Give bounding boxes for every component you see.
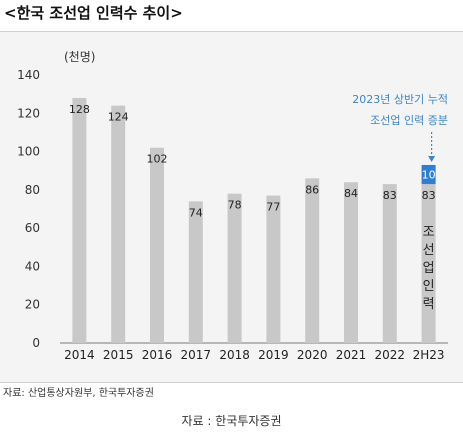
vertical-label-char: 조 bbox=[423, 225, 435, 240]
y-tick-label: 20 bbox=[25, 298, 40, 312]
chart-source-note: 자료: 산업통상자원부, 한국투자증권 bbox=[3, 388, 154, 399]
x-tick-label-2014: 2014 bbox=[64, 348, 95, 362]
data-label-2014: 128 bbox=[69, 103, 90, 116]
y-tick-label: 0 bbox=[32, 336, 40, 350]
x-tick-label-2021: 2021 bbox=[336, 348, 367, 362]
bar-2019 bbox=[266, 195, 281, 343]
vertical-label-char: 인 bbox=[423, 279, 435, 294]
vertical-label-char: 선 bbox=[423, 243, 435, 258]
bar-2015 bbox=[111, 105, 126, 343]
y-tick-label: 60 bbox=[25, 221, 40, 235]
y-tick-label: 100 bbox=[17, 145, 40, 159]
y-tick-label: 120 bbox=[17, 106, 40, 120]
vertical-label-char: 업 bbox=[423, 261, 435, 276]
x-tick-label-2022: 2022 bbox=[375, 348, 406, 362]
data-label-2018: 78 bbox=[228, 199, 242, 212]
source-caption: 자료 : 한국투자증권 bbox=[181, 414, 282, 428]
y-tick-label: 80 bbox=[25, 183, 40, 197]
y-tick-label: 40 bbox=[25, 259, 40, 273]
y-tick-label: 140 bbox=[17, 68, 40, 82]
bar-2021 bbox=[344, 182, 358, 343]
bar-2022 bbox=[382, 184, 397, 343]
x-tick-label-2015: 2015 bbox=[103, 348, 134, 362]
annotation-arrowhead bbox=[428, 155, 436, 162]
x-tick-label-2016: 2016 bbox=[142, 348, 173, 362]
data-label-2019: 77 bbox=[266, 201, 280, 214]
vertical-label-char: 력 bbox=[423, 297, 435, 312]
data-label-2016: 102 bbox=[147, 153, 168, 166]
bar-2017 bbox=[188, 201, 203, 343]
data-label-2020: 86 bbox=[305, 183, 319, 196]
x-tick-label-2018: 2018 bbox=[219, 348, 250, 362]
x-tick-label-2020: 2020 bbox=[297, 348, 328, 362]
bar-2014 bbox=[72, 97, 87, 343]
chart-title: <한국 조선업 인력수 추이> bbox=[4, 4, 183, 22]
data-label-2021: 84 bbox=[344, 187, 358, 200]
bar-increment-2H23 bbox=[421, 164, 436, 185]
bar-2020 bbox=[305, 178, 320, 343]
increment-label: 10 bbox=[422, 169, 436, 182]
annotation-line-1: 2023년 상반기 누적 bbox=[352, 93, 448, 106]
data-label-2017: 74 bbox=[189, 206, 203, 219]
bar-2018 bbox=[227, 193, 242, 343]
data-label-2015: 124 bbox=[108, 111, 129, 124]
x-tick-label-2019: 2019 bbox=[258, 348, 289, 362]
bar-2016 bbox=[150, 147, 164, 343]
bar-chart: 0 20 40 60 80 100 120 140 (천명) 128 2014 124 2015 102 2… bbox=[17, 49, 448, 362]
data-label-2022: 83 bbox=[383, 189, 397, 202]
unit-label: (천명) bbox=[64, 49, 95, 64]
x-tick-label-2H23: 2H23 bbox=[413, 348, 445, 362]
annotation-line-2: 조선업 인력 증분 bbox=[370, 114, 448, 127]
data-label-2H23: 83 bbox=[422, 189, 436, 202]
bar-2H23 bbox=[421, 184, 436, 343]
x-tick-label-2017: 2017 bbox=[181, 348, 212, 362]
